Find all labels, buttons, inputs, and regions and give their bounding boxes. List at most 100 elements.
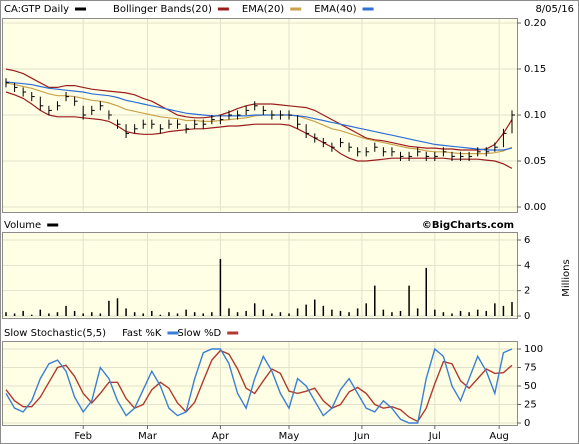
x-tick-label: May [279, 431, 300, 442]
y-tick-label: 4 [524, 260, 530, 271]
volume-bar [56, 312, 59, 316]
volume-bar [91, 312, 93, 316]
volume-bar [211, 312, 213, 316]
x-tick-label: Aug [489, 431, 509, 442]
y-tick-label: 0.10 [524, 110, 546, 121]
volume-bar [30, 314, 33, 316]
volume-bar [288, 313, 290, 316]
bollinger-band [5, 68, 513, 151]
volume-bar [399, 310, 402, 316]
volume-bar [253, 303, 256, 316]
volume-bar [459, 310, 462, 316]
y-tick-label: 25 [524, 400, 537, 411]
y-tick-label: 2 [524, 286, 530, 297]
date-label: 8/05/16 [535, 4, 574, 15]
volume-bar [99, 313, 102, 316]
y-tick-label: 0 [524, 311, 530, 322]
y-tick-label: 0.15 [524, 64, 546, 75]
volume-bar [313, 299, 316, 316]
volume-bar [39, 309, 42, 316]
x-tick-label: Jul [428, 431, 441, 442]
y-tick-label: 50 [524, 381, 537, 392]
volume-bar [228, 308, 230, 316]
volume-bar [82, 313, 84, 316]
volume-bar [451, 313, 453, 316]
volume-bar [133, 312, 136, 316]
volume-bar [279, 312, 282, 316]
volume-bar [262, 309, 265, 316]
y-tick-label: 0 [524, 418, 530, 429]
y-tick-label: 0.00 [524, 202, 546, 213]
legend-label: Slow Stochastic(5,5) [4, 328, 106, 339]
stochastic-line [5, 347, 513, 424]
legend-label: Slow %D [177, 328, 221, 339]
volume-bar [73, 310, 76, 316]
bollinger-band [5, 91, 513, 169]
volume-bar [159, 314, 162, 316]
volume-bar [125, 308, 127, 316]
volume-bar [245, 310, 247, 316]
volume-bar [468, 312, 470, 316]
legend-label: EMA(40) [314, 4, 356, 15]
volume-bar [494, 303, 496, 316]
volume-bar [356, 308, 359, 316]
volume-bar [116, 298, 119, 316]
legend-label: Volume [4, 220, 41, 231]
volume-bar [391, 312, 393, 316]
legend-label: Fast %K [122, 328, 162, 339]
stochastic-panel [2, 341, 518, 426]
volume-bar [236, 312, 239, 316]
volume-bar [305, 304, 307, 316]
volume-bar [168, 312, 170, 316]
ema-line [5, 81, 513, 151]
y-tick-label: 75 [524, 363, 537, 374]
y-tick-label: 0.20 [524, 18, 546, 29]
y-tick-label: 0.05 [524, 156, 546, 167]
volume-bar [502, 305, 505, 316]
y-tick-label: 100 [524, 344, 543, 355]
volume-bar [425, 267, 427, 316]
volume-bar [476, 309, 479, 316]
volume-bar [219, 259, 222, 316]
volume-bar [365, 303, 367, 316]
volume-bar [442, 312, 445, 316]
volume-bar [13, 313, 16, 316]
volume-bar [48, 313, 50, 316]
volume-bar [108, 300, 110, 316]
volume-bar [296, 308, 299, 316]
stochastic-line [5, 349, 513, 423]
volume-bar [485, 310, 488, 316]
volume-bar [5, 312, 7, 316]
y-tick-label: 6 [524, 235, 530, 246]
volume-bar [348, 312, 350, 316]
volume-bar [176, 313, 179, 316]
volume-bar [193, 312, 196, 316]
volume-bar [382, 309, 385, 316]
volume-bar [511, 302, 513, 316]
volume-bar [374, 285, 376, 316]
x-tick-label: Feb [74, 431, 92, 442]
volume-panel [2, 232, 518, 319]
volume-bar [151, 310, 153, 316]
y-axis-label: Millions [561, 259, 572, 296]
source-label: ©BigCharts.com [422, 220, 514, 231]
x-tick-label: Apr [212, 431, 230, 442]
volume-bar [22, 310, 24, 316]
legend-label: EMA(20) [242, 4, 284, 15]
volume-bar [65, 305, 67, 316]
volume-bar [185, 309, 187, 316]
volume-bar [339, 310, 342, 316]
x-tick-label: Jun [353, 431, 370, 442]
volume-bar [434, 309, 436, 316]
legend-label: CA:GTP Daily [4, 4, 69, 15]
x-tick-label: Mar [138, 431, 158, 442]
volume-bar [271, 313, 273, 316]
volume-bar [322, 305, 325, 316]
volume-bar [202, 313, 205, 316]
volume-bar [416, 308, 419, 316]
legend-label: Bollinger Bands(20) [113, 4, 212, 15]
volume-bar [142, 313, 144, 316]
volume-bar [408, 285, 410, 316]
volume-bar [331, 309, 333, 316]
